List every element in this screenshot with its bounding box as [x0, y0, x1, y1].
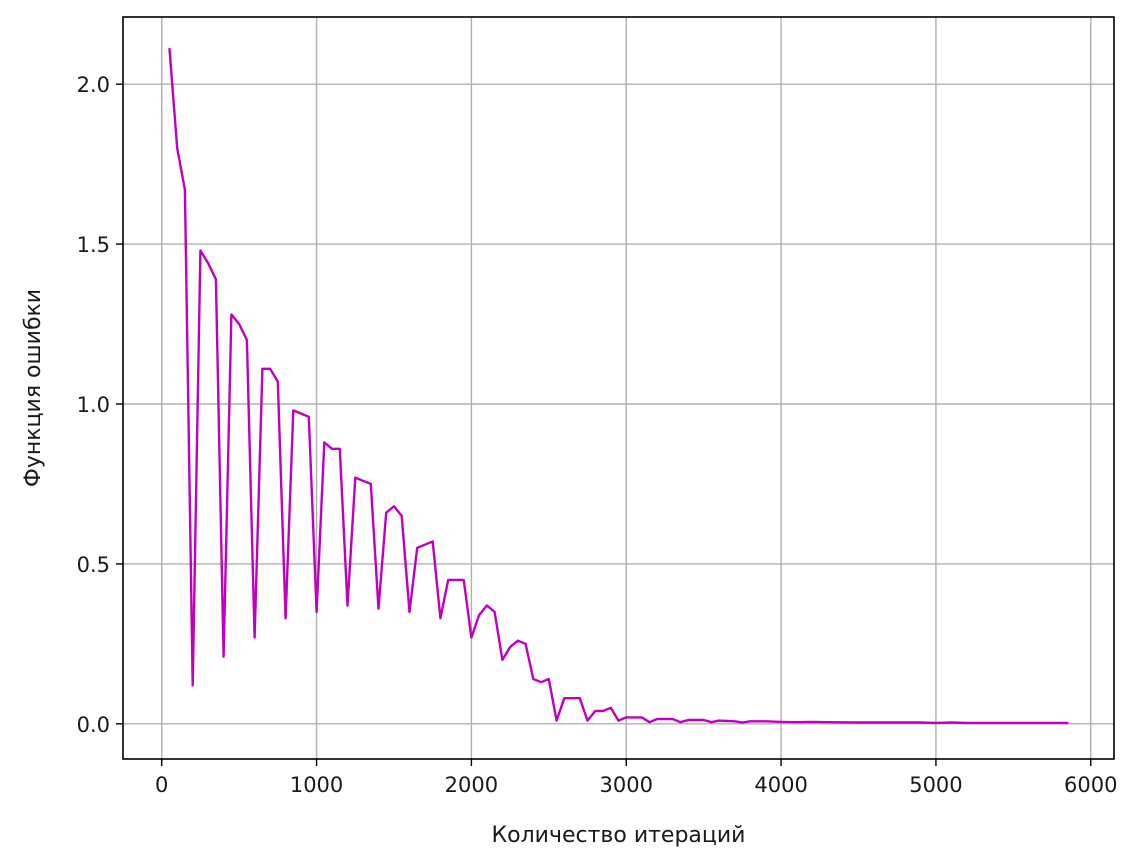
x-tick-label: 4000: [754, 773, 807, 797]
y-tick-label: 1.0: [77, 393, 110, 417]
grid-lines: [123, 17, 1114, 759]
y-tick-label: 1.5: [77, 233, 110, 257]
y-tick-label: 0.0: [77, 713, 110, 737]
x-tick-label: 2000: [445, 773, 498, 797]
plot-frame: [122, 16, 1115, 760]
y-tick-label: 2.0: [77, 73, 110, 97]
x-tick-label: 0: [155, 773, 168, 797]
x-tick-label: 6000: [1064, 773, 1117, 797]
y-axis: 0.0 0.5 1.0 1.5 2.0: [77, 73, 123, 737]
x-tick-label: 3000: [600, 773, 653, 797]
y-axis-label: Функция ошибки: [21, 289, 46, 487]
loss-series-line: [168, 47, 1069, 725]
x-axis-label: Количество итераций: [492, 823, 746, 848]
x-tick-label: 5000: [909, 773, 962, 797]
x-tick-label: 1000: [290, 773, 343, 797]
y-tick-label: 0.5: [77, 553, 110, 577]
x-axis: 0 1000 2000 3000 4000 5000 6000: [155, 759, 1118, 797]
